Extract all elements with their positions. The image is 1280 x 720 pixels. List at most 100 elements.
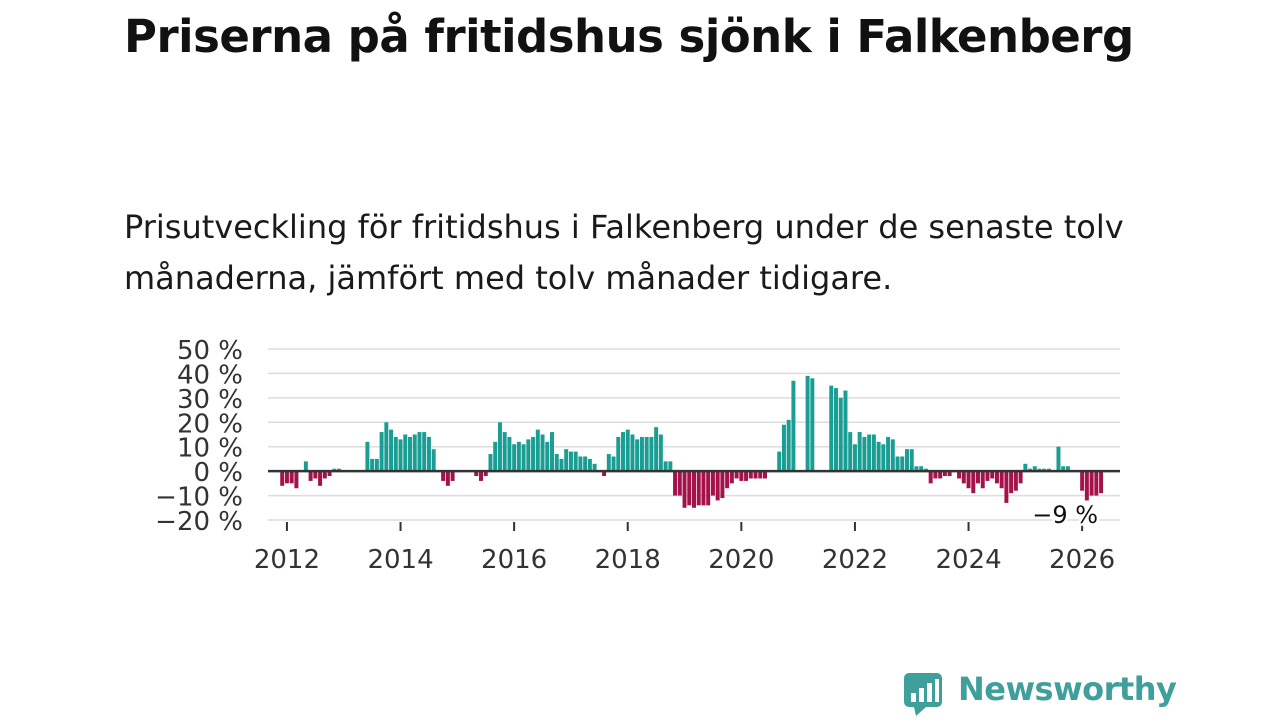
- bar: [786, 419, 791, 472]
- y-tick-label: −10 %: [155, 483, 243, 513]
- bar: [890, 439, 895, 472]
- bar: [871, 434, 876, 472]
- bar: [838, 397, 843, 472]
- bar: [512, 444, 517, 472]
- bar: [876, 441, 881, 472]
- bar: [649, 436, 654, 472]
- bar: [313, 471, 318, 479]
- y-tick-label: −20 %: [155, 507, 243, 537]
- bar: [919, 466, 924, 472]
- bar: [1018, 471, 1023, 484]
- y-tick-label: 50 %: [177, 336, 243, 366]
- bar: [677, 471, 682, 496]
- bar: [625, 429, 630, 472]
- bar: [729, 471, 734, 484]
- bar: [900, 456, 905, 472]
- bar: [602, 471, 607, 477]
- bar: [583, 456, 588, 472]
- bar: [1084, 471, 1089, 501]
- bar: [403, 434, 408, 472]
- bar: [748, 471, 753, 479]
- y-axis: 50 %40 %30 %20 %10 %0 %−10 %−20 %: [155, 336, 243, 537]
- price-change-chart: 50 %40 %30 %20 %10 %0 %−10 %−20 % 2012 20…: [155, 336, 1120, 575]
- bar: [1080, 471, 1085, 491]
- bar: [635, 439, 640, 472]
- bar: [630, 434, 635, 472]
- bar: [696, 471, 701, 506]
- bar: [990, 471, 995, 479]
- bar: [318, 471, 323, 486]
- bar: [663, 461, 668, 472]
- chart-title: Priserna på fritidshus sjönk i Falkenber…: [124, 10, 1134, 63]
- bar: [493, 441, 498, 472]
- bar: [408, 436, 412, 472]
- bar: [710, 471, 715, 496]
- bar: [706, 471, 711, 506]
- bar: [810, 378, 815, 472]
- bar: [862, 436, 867, 472]
- x-tick-label: 2018: [595, 545, 661, 575]
- bar: [692, 471, 696, 508]
- bar: [1099, 471, 1104, 494]
- x-tick-label: 2024: [935, 545, 1001, 575]
- bar: [412, 434, 417, 472]
- bar: [441, 471, 446, 481]
- bar: [976, 471, 980, 484]
- bar: [777, 451, 782, 472]
- bar: [1056, 446, 1061, 472]
- bar: [673, 471, 678, 496]
- bar: [848, 432, 853, 472]
- bar: [933, 471, 938, 479]
- bar: [370, 458, 375, 472]
- y-tick-label: 20 %: [177, 409, 243, 439]
- y-tick-label: 40 %: [177, 360, 243, 390]
- bar: [867, 434, 872, 472]
- newsworthy-logo-text: Newsworthy: [958, 670, 1177, 708]
- bar: [791, 380, 796, 472]
- x-tick-label: 2022: [822, 545, 888, 575]
- newsworthy-logo: Newsworthy: [902, 668, 1177, 718]
- bar: [909, 449, 914, 472]
- chart-subtitle: Prisutveckling för fritidshus i Falkenbe…: [124, 208, 1124, 297]
- bar: [881, 444, 886, 472]
- bar: [587, 458, 592, 472]
- bar: [957, 471, 962, 479]
- bar: [550, 432, 554, 472]
- bar: [639, 436, 644, 472]
- bar: [720, 471, 725, 499]
- bar: [545, 441, 550, 472]
- x-tick-label: 2020: [708, 545, 774, 575]
- bar: [289, 471, 294, 484]
- bar: [805, 375, 810, 472]
- bar: [393, 436, 398, 472]
- bar: [886, 436, 891, 472]
- bar: [526, 439, 531, 472]
- last-value-label: −9 %: [1032, 501, 1098, 529]
- bar: [985, 471, 990, 481]
- bar: [701, 471, 706, 506]
- bar: [668, 461, 673, 472]
- bar: [516, 441, 521, 472]
- bar: [535, 429, 540, 472]
- bar: [616, 436, 621, 472]
- bar: [938, 471, 943, 479]
- bar: [829, 385, 834, 472]
- bar: [606, 454, 611, 472]
- newsworthy-logo-icon: [904, 673, 942, 716]
- bar: [507, 436, 512, 472]
- bar: [573, 451, 578, 472]
- bar: [502, 432, 507, 472]
- bar: [857, 432, 862, 472]
- bar: [564, 449, 569, 472]
- bar: [374, 458, 379, 472]
- bar: [947, 471, 952, 477]
- bar: [1032, 466, 1037, 472]
- bar: [1023, 463, 1028, 472]
- bar: [914, 466, 919, 472]
- x-tick-label: 2016: [481, 545, 547, 575]
- bar: [980, 471, 985, 489]
- bar: [942, 471, 947, 477]
- x-tick-label: 2026: [1049, 545, 1115, 575]
- bar: [531, 436, 536, 472]
- bar: [1089, 471, 1094, 496]
